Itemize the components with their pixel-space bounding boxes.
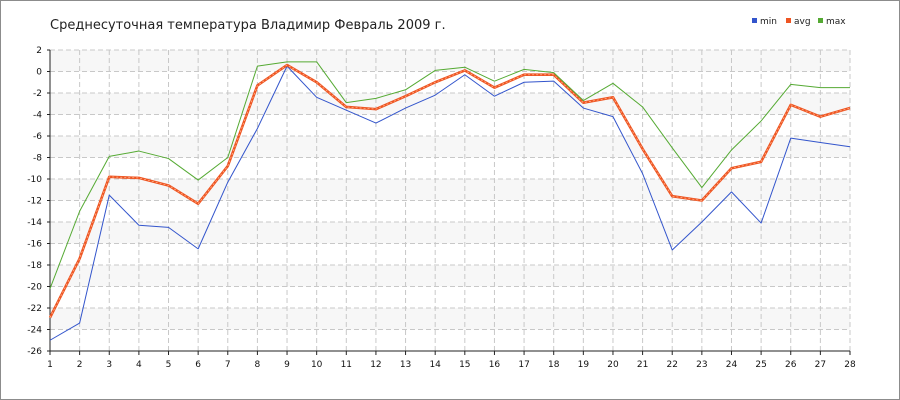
y-tick-label: -8 bbox=[33, 154, 42, 164]
y-tick-label: -16 bbox=[27, 240, 42, 250]
grid-band bbox=[50, 93, 850, 115]
grid-band bbox=[50, 50, 850, 72]
grid-band bbox=[50, 286, 850, 308]
grid-band bbox=[50, 308, 850, 330]
x-tick-label: 12 bbox=[370, 360, 381, 370]
y-tick-label: -24 bbox=[27, 326, 42, 336]
legend-label-avg: avg bbox=[794, 17, 811, 27]
x-tick-label: 20 bbox=[607, 360, 619, 370]
y-tick-label: -10 bbox=[27, 175, 42, 185]
y-tick-label: -6 bbox=[33, 132, 42, 142]
grid-band bbox=[50, 136, 850, 158]
series-line-max bbox=[49, 61, 850, 289]
x-tick-label: 24 bbox=[726, 360, 738, 370]
series-line-min bbox=[49, 65, 851, 341]
x-tick-label: 22 bbox=[666, 360, 677, 370]
x-tick-label: 16 bbox=[489, 360, 501, 370]
y-tick-label: -20 bbox=[27, 283, 42, 293]
grid-band bbox=[50, 179, 850, 201]
legend-swatch-min bbox=[752, 18, 757, 23]
x-tick-label: 9 bbox=[284, 360, 290, 370]
series-avg bbox=[48, 63, 851, 319]
y-tick-label: -14 bbox=[27, 218, 42, 228]
x-tick-label: 19 bbox=[578, 360, 590, 370]
y-tick-label: -12 bbox=[27, 197, 42, 207]
y-tick-label: 2 bbox=[36, 46, 42, 56]
x-tick-label: 23 bbox=[696, 360, 707, 370]
x-tick-label: 2 bbox=[77, 360, 83, 370]
y-tick-label: -18 bbox=[27, 261, 42, 271]
x-tick-label: 4 bbox=[136, 360, 142, 370]
x-tick-label: 8 bbox=[255, 360, 261, 370]
legend-label-max: max bbox=[826, 17, 846, 27]
legend-label-min: min bbox=[760, 17, 777, 27]
x-tick-label: 18 bbox=[548, 360, 560, 370]
grid-band bbox=[50, 222, 850, 244]
series-min bbox=[49, 65, 851, 341]
x-tick-label: 26 bbox=[785, 360, 797, 370]
y-tick-label: -26 bbox=[27, 347, 42, 357]
y-tick-label: -4 bbox=[33, 111, 42, 121]
x-tick-label: 3 bbox=[106, 360, 112, 370]
x-tick-label: 15 bbox=[459, 360, 470, 370]
x-tick-label: 28 bbox=[844, 360, 856, 370]
x-tick-label: 25 bbox=[755, 360, 766, 370]
x-tick-label: 10 bbox=[311, 360, 323, 370]
x-tick-label: 7 bbox=[225, 360, 231, 370]
legend-swatch-avg bbox=[786, 18, 791, 23]
y-tick-label: 0 bbox=[36, 68, 42, 78]
series-max bbox=[49, 61, 850, 289]
grid-band bbox=[50, 265, 850, 287]
x-tick-label: 11 bbox=[341, 360, 352, 370]
grid-band bbox=[50, 243, 850, 265]
grid-band bbox=[50, 200, 850, 222]
x-tick-label: 6 bbox=[195, 360, 201, 370]
series-line-highlight-avg bbox=[49, 64, 851, 318]
x-tick-label: 14 bbox=[429, 360, 441, 370]
y-tick-label: -22 bbox=[27, 304, 42, 314]
grid-band bbox=[50, 329, 850, 351]
legend: min avg max bbox=[752, 17, 846, 27]
x-tick-label: 1 bbox=[47, 360, 53, 370]
x-tick-label: 5 bbox=[166, 360, 172, 370]
x-tick-label: 17 bbox=[518, 360, 529, 370]
chart-title: Среднесуточная температура Владимир Февр… bbox=[50, 18, 446, 33]
y-tick-label: -2 bbox=[33, 89, 42, 99]
x-tick-label: 21 bbox=[637, 360, 648, 370]
x-tick-label: 13 bbox=[400, 360, 411, 370]
grid-band bbox=[50, 114, 850, 136]
grid-band bbox=[50, 71, 850, 93]
x-tick-label: 27 bbox=[815, 360, 826, 370]
legend-swatch-max bbox=[818, 18, 823, 23]
